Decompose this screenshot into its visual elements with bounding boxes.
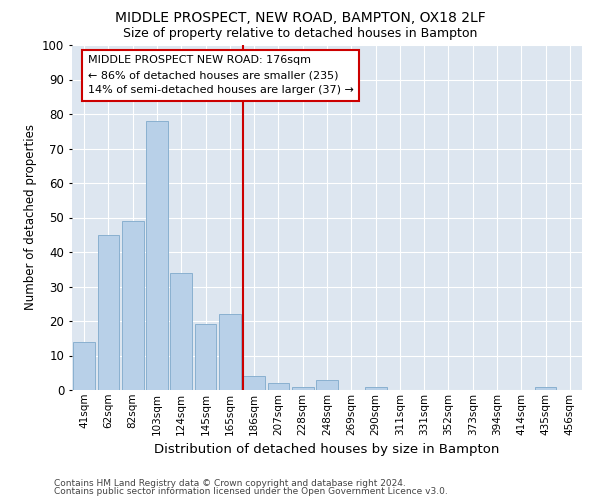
Y-axis label: Number of detached properties: Number of detached properties xyxy=(23,124,37,310)
Bar xyxy=(535,386,556,390)
Text: MIDDLE PROSPECT NEW ROAD: 176sqm
← 86% of detached houses are smaller (235)
14% : MIDDLE PROSPECT NEW ROAD: 176sqm ← 86% o… xyxy=(88,56,353,95)
Bar xyxy=(243,376,265,390)
Bar xyxy=(122,221,143,390)
Bar xyxy=(97,235,119,390)
Text: Contains public sector information licensed under the Open Government Licence v3: Contains public sector information licen… xyxy=(54,487,448,496)
Text: Contains HM Land Registry data © Crown copyright and database right 2024.: Contains HM Land Registry data © Crown c… xyxy=(54,478,406,488)
Bar xyxy=(146,121,168,390)
Bar xyxy=(292,386,314,390)
Bar xyxy=(316,380,338,390)
Bar xyxy=(73,342,95,390)
Bar xyxy=(219,314,241,390)
Text: Size of property relative to detached houses in Bampton: Size of property relative to detached ho… xyxy=(123,28,477,40)
Text: MIDDLE PROSPECT, NEW ROAD, BAMPTON, OX18 2LF: MIDDLE PROSPECT, NEW ROAD, BAMPTON, OX18… xyxy=(115,12,485,26)
Bar xyxy=(268,383,289,390)
Bar xyxy=(365,386,386,390)
X-axis label: Distribution of detached houses by size in Bampton: Distribution of detached houses by size … xyxy=(154,443,500,456)
Bar xyxy=(170,272,192,390)
Bar xyxy=(194,324,217,390)
